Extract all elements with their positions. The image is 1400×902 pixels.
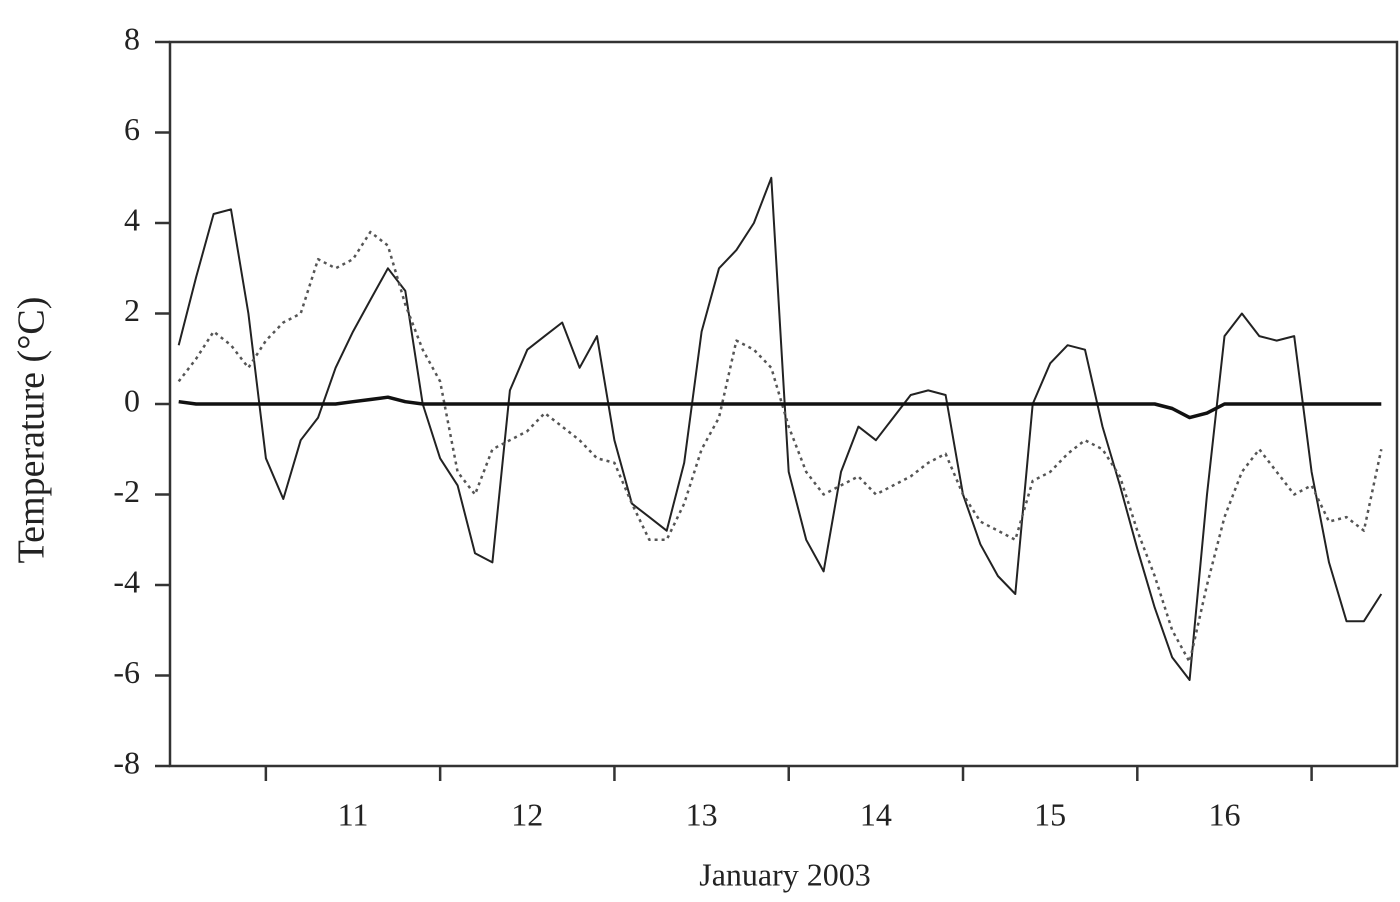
x-tick-label: 16 bbox=[1208, 796, 1240, 832]
y-tick-label: 4 bbox=[124, 201, 140, 237]
x-tick-label: 13 bbox=[686, 796, 718, 832]
y-tick-label: -2 bbox=[113, 473, 140, 509]
y-axis-title: Temperature (°C) bbox=[11, 297, 53, 564]
x-axis-title: January 2003 bbox=[699, 856, 871, 892]
x-tick-label: 11 bbox=[338, 796, 369, 832]
series-line bbox=[178, 395, 1382, 420]
y-tick-label: 0 bbox=[124, 382, 140, 418]
y-tick-label: 2 bbox=[124, 292, 140, 328]
x-tick-label: 14 bbox=[860, 796, 892, 832]
x-tick-label: 12 bbox=[511, 796, 543, 832]
x-tick-label: 15 bbox=[1034, 796, 1066, 832]
series-line bbox=[177, 176, 1383, 681]
y-tick-label: -8 bbox=[113, 744, 140, 780]
series-line bbox=[177, 230, 1383, 664]
y-tick-label: -6 bbox=[113, 654, 140, 690]
y-tick-label: -4 bbox=[113, 563, 140, 599]
y-tick-label: 8 bbox=[124, 20, 140, 56]
y-tick-label: 6 bbox=[124, 111, 140, 147]
